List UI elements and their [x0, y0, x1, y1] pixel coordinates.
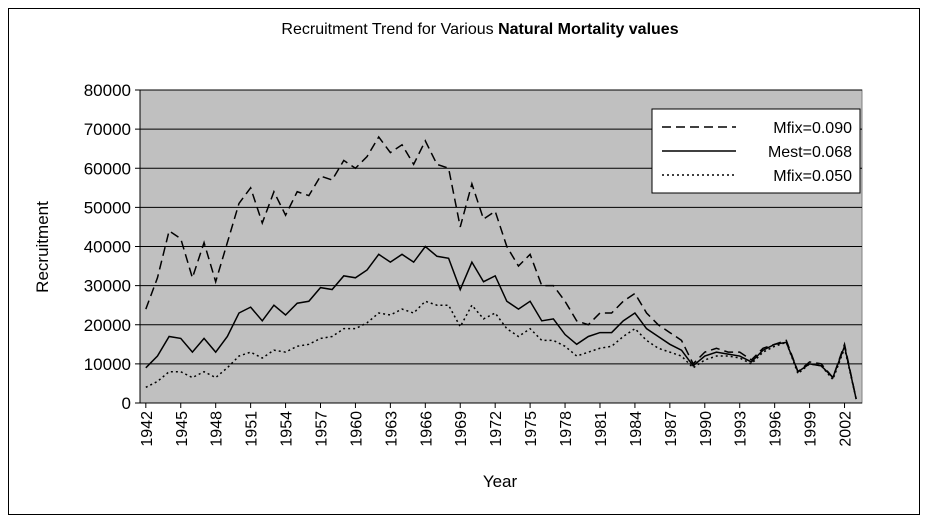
x-axis-title: Year — [483, 472, 518, 491]
x-tick-label: 1966 — [418, 411, 435, 447]
chart-title: Recruitment Trend for Various Natural Mo… — [281, 21, 678, 38]
x-tick-label: 1972 — [488, 411, 505, 447]
y-axis-title: Recruitment — [33, 201, 52, 293]
x-tick-label: 1954 — [279, 411, 296, 447]
x-tick-label: 1993 — [733, 411, 750, 447]
legend-label: Mfix=0.090 — [773, 120, 852, 137]
x-tick-label: 1975 — [523, 411, 540, 447]
title-emphasis: Natural Mortality values — [498, 21, 679, 38]
series-line — [145, 135, 857, 400]
x-tick-label: 1960 — [348, 411, 365, 447]
y-tick-label: 80000 — [84, 81, 131, 100]
y-tick-label: 50000 — [84, 198, 131, 217]
y-tick-label: 10000 — [84, 355, 131, 374]
x-tick-label: 1999 — [803, 411, 820, 447]
x-tick-label: 1978 — [558, 411, 575, 447]
y-tick-label: 70000 — [84, 120, 131, 139]
y-tick-label: 0 — [122, 394, 131, 413]
y-tick-label: 30000 — [84, 277, 131, 296]
legend-label: Mfix=0.050 — [773, 168, 852, 185]
x-tick-label: 1987 — [663, 411, 680, 447]
y-tick-label: 40000 — [84, 238, 131, 257]
title-text: Recruitment Trend for Various — [281, 21, 493, 38]
x-tick-label: 1984 — [628, 411, 645, 447]
x-tick-label: 1996 — [768, 411, 785, 447]
x-tick-label: 1957 — [314, 411, 331, 447]
y-tick-label: 60000 — [84, 159, 131, 178]
x-tick-label: 1948 — [209, 411, 226, 447]
y-tick-label: 20000 — [84, 316, 131, 335]
x-tick-label: 1990 — [698, 411, 715, 447]
x-tick-label: 1969 — [453, 411, 470, 447]
x-tick-label: 1981 — [593, 411, 610, 447]
x-tick-label: 1951 — [244, 411, 261, 447]
series-line — [145, 245, 857, 400]
x-tick-label: 1945 — [174, 411, 191, 447]
x-tick-label: 2002 — [838, 411, 855, 447]
x-tick-label: 1942 — [139, 411, 156, 447]
legend-label: Mest=0.068 — [768, 144, 852, 161]
x-tick-label: 1963 — [383, 411, 400, 447]
